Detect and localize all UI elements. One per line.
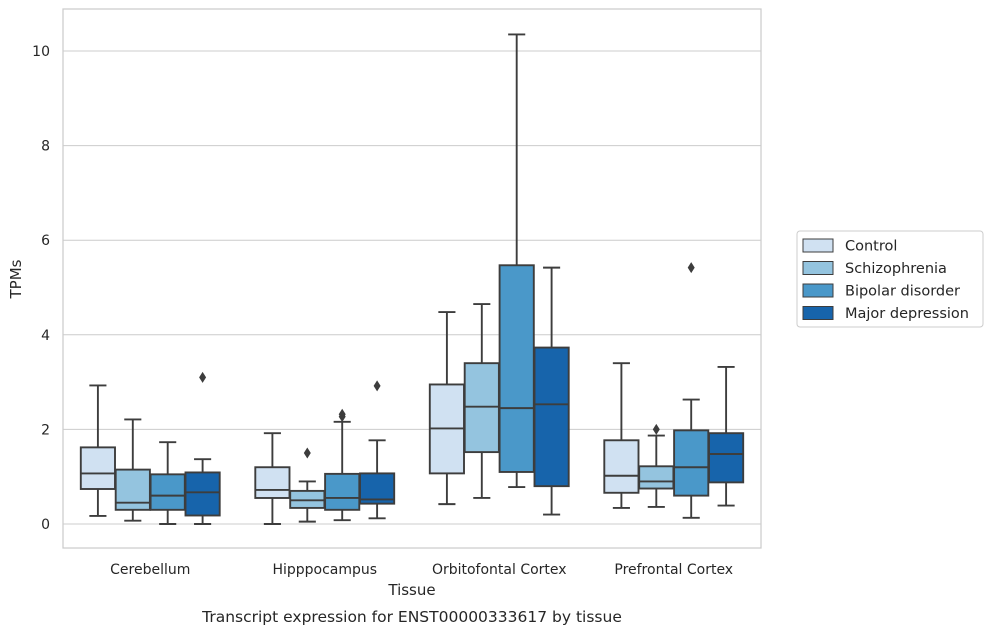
grid-lines [63,50,761,525]
box-iqr [638,465,675,490]
outlier-point [303,447,311,459]
box-prefrontal-cortex-major-depression [708,366,745,507]
legend-label-major-depression: Major depression [845,306,969,322]
legend-swatch-control [802,238,834,253]
box-orbitofontal-cortex-control [428,311,465,506]
box-iqr [324,472,361,511]
y-tick-label-8: 8 [41,139,50,155]
box-iqr [533,346,570,488]
legend-label-control: Control [845,239,897,255]
x-axis-label: Tissue [387,581,435,599]
x-tick-label-prefrontal-cortex: Prefrontal Cortex [614,562,733,578]
x-tick-label-orbitofontal-cortex: Orbitofontal Cortex [432,562,567,578]
box-iqr [673,429,710,497]
legend-swatch-major-depression [802,306,834,320]
legend-label-bipolar-disorder: Bipolar disorder [845,284,960,300]
box-cerebellum-major-depression [184,371,221,525]
box-iqr [603,439,640,494]
y-tick-label-10: 10 [32,44,50,60]
outlier-point [687,262,695,274]
box-cerebellum-schizophrenia [114,418,151,522]
box-iqr [149,473,186,511]
legend-swatch-schizophrenia [802,261,834,275]
box-hipppocampus-bipolar-disorder [324,408,361,522]
box-iqr [254,466,291,499]
box-prefrontal-cortex-bipolar-disorder [673,262,710,519]
legend-swatch-bipolar-disorder [802,283,834,298]
x-tick-label-hipppocampus: Hipppocampus [272,562,377,578]
box-cerebellum-bipolar-disorder [149,441,186,525]
y-tick-label-4: 4 [41,328,50,344]
x-tick-label-cerebellum: Cerebellum [110,562,190,578]
y-axis-label: TPMs [7,259,25,299]
chart-caption: Transcript expression for ENST0000033361… [201,608,622,626]
box-iqr [498,264,535,473]
box-plot-boxes [79,33,745,525]
box-orbitofontal-cortex-schizophrenia [463,303,500,499]
legend-label-schizophrenia: Schizophrenia [845,261,947,277]
y-tick-labels: 0 2 4 6 8 10 [32,44,50,533]
box-orbitofontal-cortex-major-depression [533,266,570,516]
legend: Control Schizophrenia Bipolar disorder Majo… [796,230,984,328]
box-iqr [184,471,221,517]
box-prefrontal-cortex-control [603,362,640,509]
y-tick-label-0: 0 [41,517,50,533]
outlier-point [199,371,207,383]
plot-frame [62,8,762,549]
outlier-point [338,408,346,420]
y-tick-label-6: 6 [41,233,50,249]
outlier-point [373,380,381,392]
box-orbitofontal-cortex-bipolar-disorder [498,33,535,489]
box-iqr [79,446,116,490]
legend-frame [796,230,984,328]
y-tick-label-2: 2 [41,422,50,438]
box-iqr [708,432,745,484]
box-prefrontal-cortex-schizophrenia [638,423,675,508]
box-hipppocampus-schizophrenia [289,447,326,523]
box-hipppocampus-control [254,432,291,525]
box-iqr [114,468,151,511]
box-hipppocampus-major-depression [359,380,396,520]
box-cerebellum-control [79,384,116,517]
x-tick-labels: Cerebellum Hipppocampus Orbitofontal Corte… [110,562,733,578]
outlier-point [652,423,660,435]
